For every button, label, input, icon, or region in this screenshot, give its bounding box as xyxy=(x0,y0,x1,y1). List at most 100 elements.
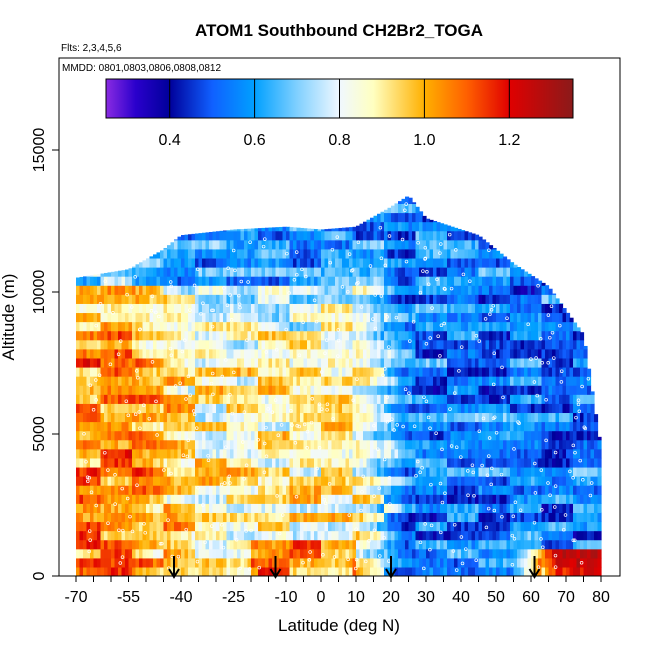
heatmap-cell xyxy=(139,276,144,286)
heatmap-cell xyxy=(310,466,315,477)
heatmap-cell xyxy=(118,394,123,404)
heatmap-cell xyxy=(142,321,147,332)
heatmap-cell xyxy=(184,457,189,468)
heatmap-cell xyxy=(475,239,480,250)
heatmap-cell xyxy=(506,276,511,286)
heatmap-cell xyxy=(170,548,175,559)
heatmap-cell xyxy=(398,303,403,314)
heatmap-cell xyxy=(93,274,98,277)
heatmap-cell xyxy=(419,348,424,359)
heatmap-cell xyxy=(317,276,322,286)
heatmap-cell xyxy=(135,264,140,268)
heatmap-cell xyxy=(384,512,389,523)
heatmap-cell xyxy=(310,430,315,441)
heatmap-cell xyxy=(79,494,84,504)
heatmap-cell xyxy=(272,321,277,332)
heatmap-cell xyxy=(436,385,441,395)
heatmap-cell xyxy=(429,448,434,459)
heatmap-cell xyxy=(335,439,340,450)
heatmap-cell xyxy=(380,303,385,314)
heatmap-cell xyxy=(485,285,490,295)
heatmap-cell xyxy=(279,366,284,377)
heatmap-cell xyxy=(454,239,459,250)
heatmap-cell xyxy=(471,339,476,350)
heatmap-cell xyxy=(195,566,200,576)
heatmap-cell xyxy=(401,530,406,541)
heatmap-cell xyxy=(160,476,165,486)
heatmap-cell xyxy=(184,503,189,513)
heatmap-cell xyxy=(237,229,242,232)
heatmap-cell xyxy=(517,548,522,559)
heatmap-cell xyxy=(317,439,322,450)
heatmap-cell xyxy=(251,548,256,559)
heatmap-cell xyxy=(230,503,235,513)
heatmap-cell xyxy=(93,466,98,477)
heatmap-cell xyxy=(114,312,119,323)
heatmap-cell xyxy=(531,548,536,559)
heatmap-cell xyxy=(482,403,487,414)
heatmap-cell xyxy=(489,245,494,250)
heatmap-cell xyxy=(86,312,91,323)
heatmap-cell xyxy=(146,512,151,523)
heatmap-cell xyxy=(177,339,182,350)
heatmap-cell xyxy=(366,239,371,250)
heatmap-cell xyxy=(524,466,529,477)
heatmap-cell xyxy=(366,366,371,377)
heatmap-cell xyxy=(258,421,263,432)
heatmap-cell xyxy=(293,394,298,404)
heatmap-cell xyxy=(79,521,84,532)
heatmap-cell xyxy=(531,276,536,286)
heatmap-cell xyxy=(461,366,466,377)
heatmap-cell xyxy=(79,385,84,395)
heatmap-cell xyxy=(342,330,347,341)
heatmap-cell xyxy=(471,312,476,323)
heatmap-cell xyxy=(475,385,480,395)
heatmap-cell xyxy=(506,357,511,368)
heatmap-cell xyxy=(433,221,438,232)
heatmap-cell xyxy=(146,503,151,513)
heatmap-cell xyxy=(321,357,326,368)
heatmap-cell xyxy=(261,321,266,332)
heatmap-cell xyxy=(219,503,224,513)
heatmap-cell xyxy=(317,348,322,359)
heatmap-cell xyxy=(342,248,347,259)
heatmap-cell xyxy=(181,485,186,495)
heatmap-cell xyxy=(510,321,515,332)
heatmap-cell xyxy=(447,430,452,441)
heatmap-cell xyxy=(198,348,203,359)
heatmap-cell xyxy=(475,557,480,568)
heatmap-cell xyxy=(279,294,284,304)
heatmap-cell xyxy=(268,566,273,576)
heatmap-cell xyxy=(86,466,91,477)
heatmap-cell xyxy=(387,421,392,432)
heatmap-cell xyxy=(212,503,217,513)
heatmap-cell xyxy=(443,267,448,277)
heatmap-cell xyxy=(111,521,116,532)
heatmap-cell xyxy=(156,548,161,559)
heatmap-cell xyxy=(464,257,469,268)
heatmap-cell xyxy=(153,285,158,295)
heatmap-cell xyxy=(527,548,532,559)
heatmap-cell xyxy=(202,276,207,286)
heatmap-cell xyxy=(324,385,329,395)
heatmap-cell xyxy=(100,330,105,341)
heatmap-cell xyxy=(275,448,280,459)
heatmap-cell xyxy=(307,366,312,377)
heatmap-cell xyxy=(363,530,368,541)
heatmap-cell xyxy=(506,539,511,550)
heatmap-cell xyxy=(328,294,333,304)
heatmap-cell xyxy=(373,303,378,314)
heatmap-cell xyxy=(230,276,235,286)
heatmap-cell xyxy=(181,339,186,350)
heatmap-cell xyxy=(363,357,368,368)
heatmap-cell xyxy=(121,485,126,495)
heatmap-cell xyxy=(268,521,273,532)
heatmap-cell xyxy=(223,257,228,268)
heatmap-cell xyxy=(212,566,217,576)
heatmap-cell xyxy=(240,412,245,423)
heatmap-cell xyxy=(419,321,424,332)
heatmap-cell xyxy=(104,272,109,277)
heatmap-cell xyxy=(482,239,487,241)
heatmap-cell xyxy=(415,221,420,232)
heatmap-cell xyxy=(237,503,242,513)
